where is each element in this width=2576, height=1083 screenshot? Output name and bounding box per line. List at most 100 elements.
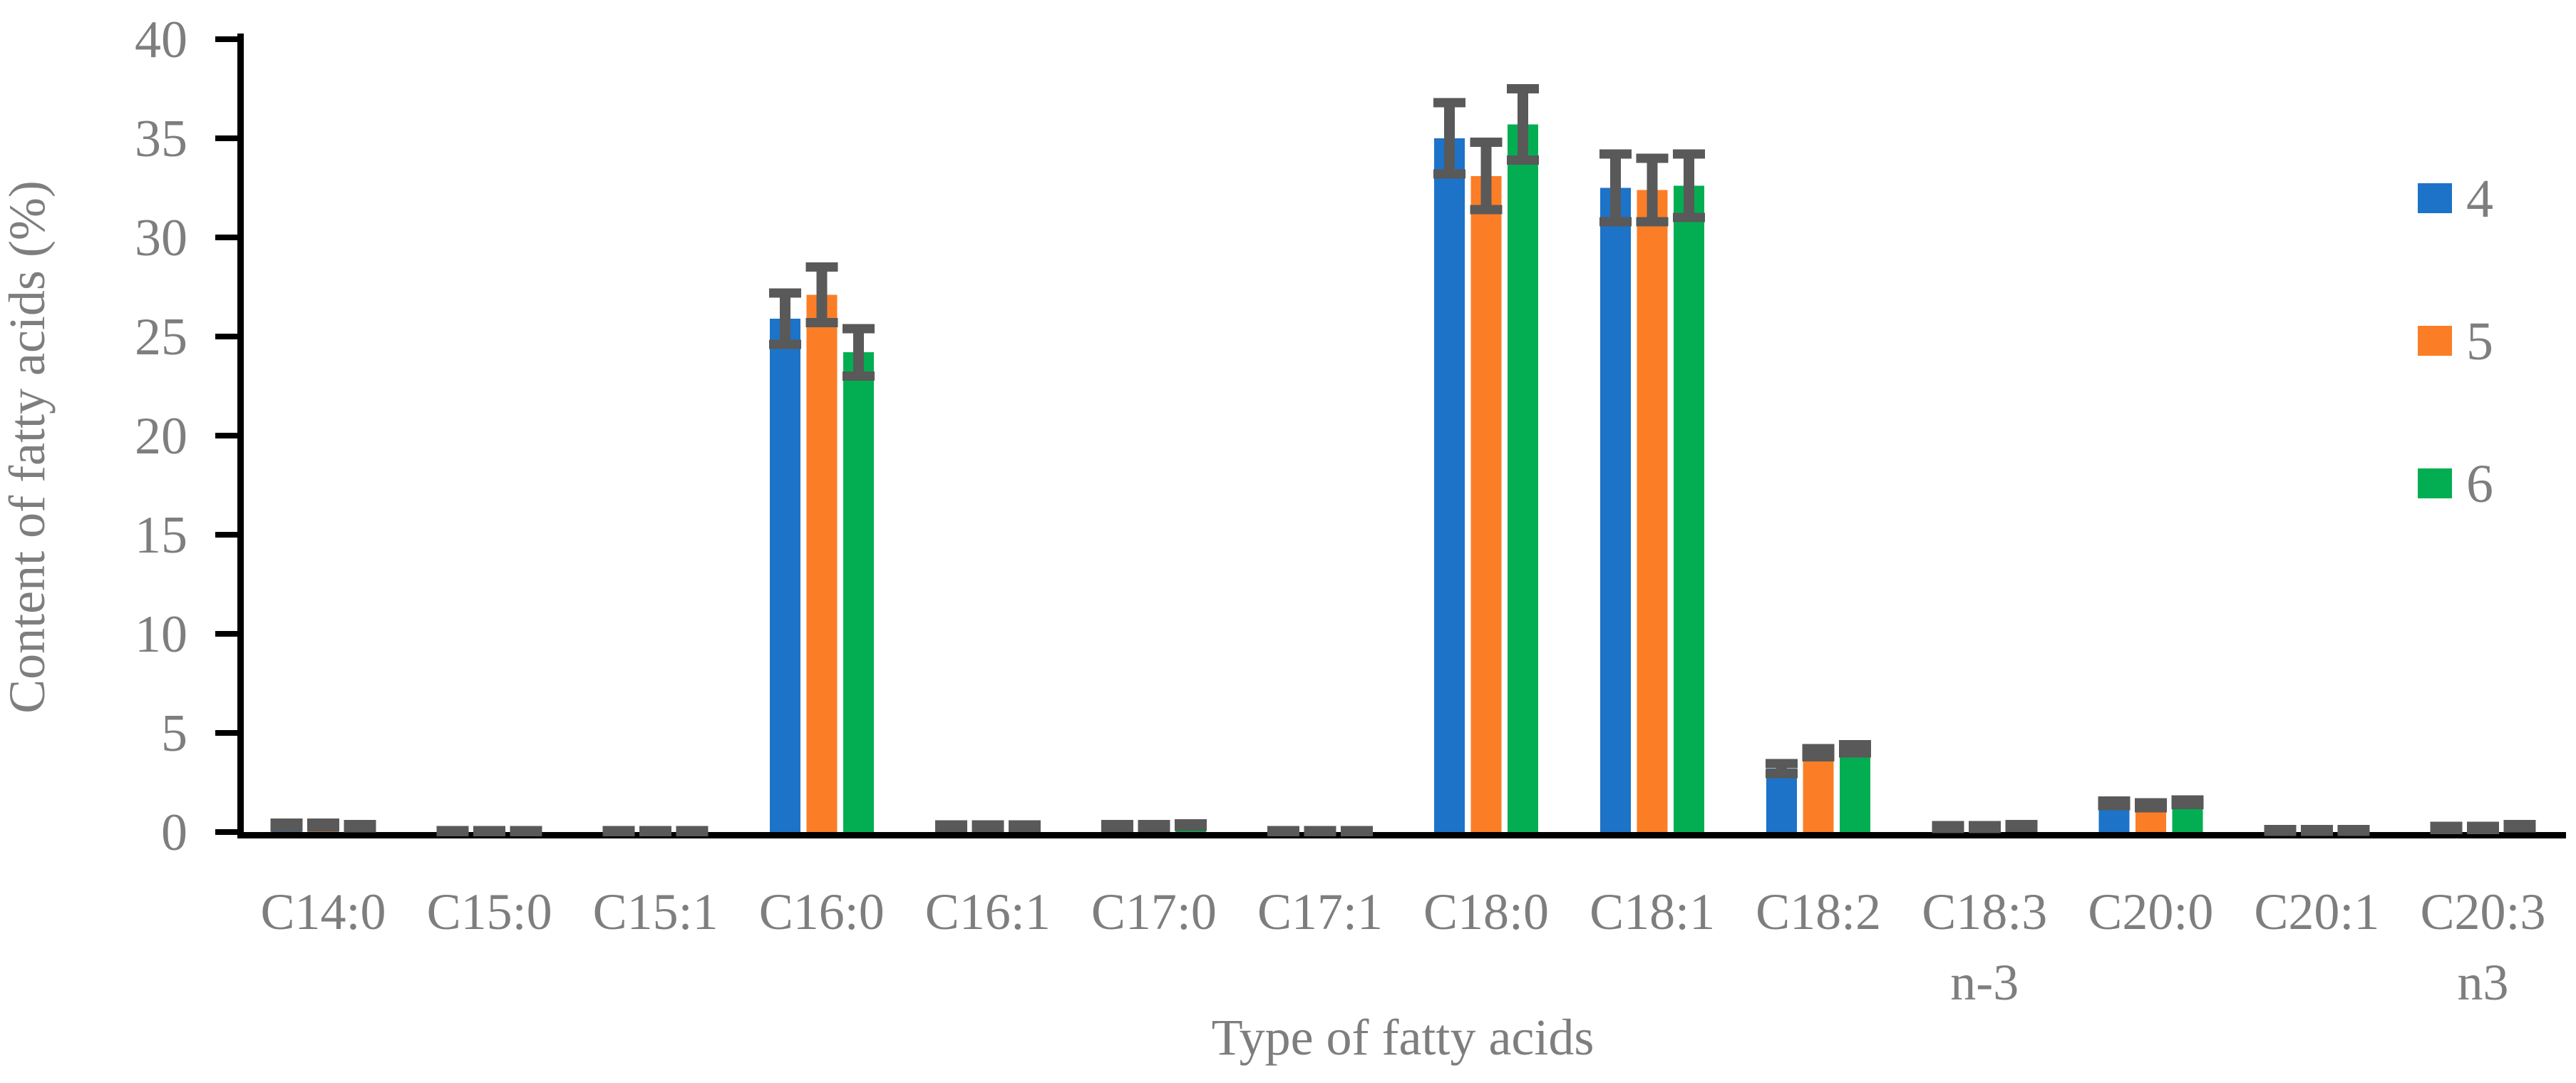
x-category-label-C16:0: C16:0 [759, 883, 885, 940]
y-tick-label-40: 40 [135, 11, 187, 69]
error-cap-bottom-6-C20:3 [2503, 823, 2536, 833]
error-cap-bottom-4-C18:1 [1599, 217, 1632, 227]
bar-5-C16:0 [806, 294, 838, 832]
x-category-label-C16:1: C16:1 [925, 883, 1051, 940]
y-tick-20 [215, 433, 244, 438]
y-tick-10 [215, 631, 244, 637]
legend-swatch-4 [2418, 183, 2452, 213]
error-cap-bottom-6-C18:2 [1839, 748, 1872, 758]
x-category-label-C20:3: C20:3 [2420, 883, 2545, 940]
legend: 4 5 6 [2418, 169, 2493, 514]
y-tick-0 [215, 829, 244, 835]
error-cap-top-4-C18:0 [1433, 98, 1466, 108]
x-category-label-line2-C20:3: n3 [2457, 954, 2508, 1011]
error-cap-top-6-C18:2 [1839, 740, 1872, 750]
y-tick-35 [215, 135, 244, 141]
x-category-label-C18:2: C18:2 [1756, 883, 1881, 940]
error-cap-bottom-6-C20:1 [2337, 826, 2370, 836]
axis-labels-layer: 0 5 10 15 20 25 30 35 40 C14:0 C15:0 C15:1 C16:0 C16:… [135, 11, 2545, 1011]
x-category-label-C20:0: C20:0 [2088, 883, 2213, 940]
y-tick-label-25: 25 [135, 308, 187, 366]
error-cap-bottom-5-C15:1 [639, 826, 672, 836]
legend-label-4: 4 [2466, 169, 2493, 229]
bar-4-C18:1 [1600, 188, 1632, 832]
error-cap-bottom-5-C16:1 [972, 822, 1004, 832]
error-stem-6-C16:0 [852, 328, 864, 376]
error-cap-bottom-5-C20:3 [2466, 825, 2499, 835]
bar-6-C16:0 [843, 352, 874, 832]
x-category-label-C14:0: C14:0 [261, 883, 386, 940]
error-cap-bottom-6-C18:1 [1673, 212, 1706, 222]
error-cap-bottom-4-C18:2 [1766, 769, 1798, 779]
x-category-label-C18:1: C18:1 [1590, 883, 1715, 940]
x-category-label-line2-C18:3: n-3 [1950, 954, 2019, 1011]
error-cap-bottom-6-C14:0 [344, 823, 376, 833]
x-category-label-C15:1: C15:1 [593, 883, 718, 940]
error-cap-bottom-4-C15:0 [436, 826, 469, 836]
error-stem-4-C18:0 [1444, 102, 1456, 175]
bar-6-C18:1 [1674, 185, 1705, 833]
error-cap-bottom-5-C18:3 [1968, 823, 2001, 833]
error-cap-bottom-5-C18:0 [1470, 205, 1503, 215]
x-category-label-C17:0: C17:0 [1091, 883, 1217, 940]
error-cap-bottom-6-C16:0 [842, 371, 875, 381]
error-cap-top-5-C18:0 [1470, 138, 1503, 148]
x-category-label-C17:1: C17:1 [1257, 883, 1383, 940]
error-cap-top-4-C18:1 [1599, 149, 1632, 159]
error-cap-top-4-C18:2 [1766, 759, 1798, 769]
error-stem-4-C18:1 [1610, 154, 1622, 222]
legend-swatch-6 [2418, 468, 2452, 498]
legend-label-5: 5 [2466, 312, 2493, 371]
y-tick-25 [215, 334, 244, 339]
error-cap-top-6-C18:1 [1673, 149, 1706, 159]
error-cap-bottom-4-C17:1 [1267, 826, 1299, 836]
y-tick-label-35: 35 [135, 110, 187, 168]
y-tick-label-15: 15 [135, 506, 187, 565]
error-cap-bottom-5-C16:0 [805, 318, 838, 328]
y-tick-label-5: 5 [161, 704, 187, 763]
error-cap-bottom-5-C14:0 [307, 822, 340, 832]
error-cap-bottom-6-C16:1 [1008, 822, 1041, 832]
axes-layer [215, 34, 2566, 838]
error-cap-bottom-4-C20:1 [2264, 826, 2297, 836]
error-cap-bottom-4-C20:3 [2430, 825, 2463, 835]
error-cap-bottom-6-C15:0 [510, 826, 542, 836]
legend-label-6: 6 [2466, 454, 2493, 514]
error-cap-bottom-4-C15:1 [602, 826, 635, 836]
y-tick-label-10: 10 [135, 605, 187, 664]
error-cap-bottom-5-C17:0 [1138, 823, 1170, 833]
y-tick-30 [215, 235, 244, 240]
error-stem-4-C16:0 [779, 292, 790, 345]
x-category-label-C18:3: C18:3 [1922, 883, 2047, 940]
bar-5-C18:0 [1470, 175, 1502, 832]
x-category-label-C18:0: C18:0 [1423, 883, 1549, 940]
error-cap-bottom-6-C15:1 [676, 826, 709, 836]
error-cap-bottom-6-C20:0 [2171, 800, 2204, 810]
error-cap-bottom-5-C20:0 [2134, 803, 2167, 813]
bars-layer [271, 124, 2535, 833]
error-cap-bottom-6-C18:0 [1507, 155, 1540, 165]
x-axis-line [237, 832, 2566, 838]
bar-5-C18:2 [1803, 752, 1834, 832]
error-cap-bottom-4-C20:0 [2098, 801, 2131, 811]
error-stem-5-C18:1 [1647, 158, 1658, 222]
legend-swatch-5 [2418, 326, 2452, 356]
error-cap-bottom-4-C16:0 [768, 339, 801, 349]
error-cap-bottom-4-C18:0 [1433, 169, 1466, 179]
error-bars-layer [270, 84, 2536, 836]
error-stem-5-C18:0 [1480, 142, 1492, 210]
error-stem-6-C18:1 [1684, 154, 1695, 218]
y-tick-label-20: 20 [135, 407, 187, 466]
bar-5-C18:1 [1637, 190, 1668, 832]
error-cap-bottom-5-C17:1 [1304, 826, 1336, 836]
y-tick-label-30: 30 [135, 209, 187, 267]
error-cap-bottom-6-C17:0 [1174, 821, 1207, 831]
x-category-label-C20:1: C20:1 [2254, 883, 2379, 940]
error-cap-bottom-6-C18:3 [2005, 823, 2038, 833]
error-cap-bottom-5-C20:1 [2300, 826, 2333, 836]
bar-6-C18:0 [1508, 124, 1539, 833]
error-stem-6-C18:0 [1518, 88, 1529, 160]
y-tick-5 [215, 730, 244, 736]
error-cap-bottom-4-C18:3 [1932, 823, 1964, 833]
